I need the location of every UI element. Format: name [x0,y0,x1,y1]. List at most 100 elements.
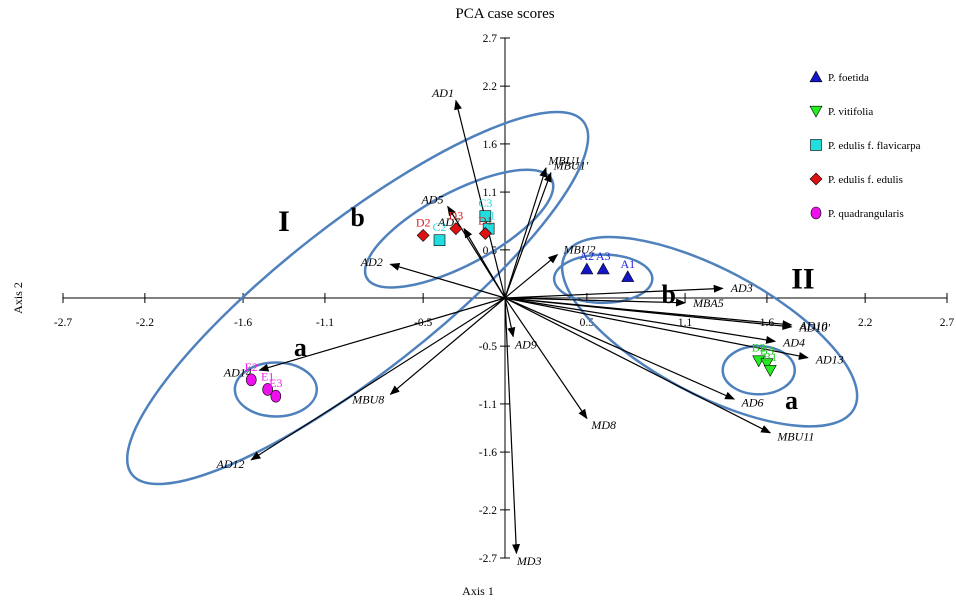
vector-label-ad12: AD12 [216,457,245,471]
cluster-ellipse [560,235,859,428]
vector-ad14 [258,297,506,372]
vector-label-md3: MD3 [516,554,542,568]
point-label-e1: E1 [261,369,274,383]
legend-entry-p-edulis-f-flavicarpa: P. edulis f. flavicarpa [828,140,921,152]
y-tick-label: -0.5 [479,341,497,353]
point-b3 [760,358,774,371]
vector-ad6 [504,297,736,400]
point-e3 [270,389,282,403]
point-label-d1: D1 [478,213,493,227]
vector-ad12 [250,297,506,461]
vector-mbu1 [504,171,552,299]
legend: P. foetida P. vitifolia P. edulis f. flavi… [809,70,921,220]
vector-label-md8: MD8 [590,418,616,432]
point-a2 [580,262,594,275]
vector-ad9 [504,297,516,338]
vector-ad7 [463,227,506,299]
y-axis-title: Axis 2 [11,282,25,314]
point-label-e3: E3 [269,376,282,390]
vector-md3 [504,297,521,555]
x-tick-label: -2.2 [136,317,154,329]
y-tick-label: 2.2 [483,81,498,93]
loading-vectors: AD1MBU1MBU1'AD5AD7AD2MBU2AD3MBA5AD10AD10… [216,86,844,568]
vector-label-mbu11: MBU11 [776,429,814,443]
point-label-c3: C3 [478,196,492,210]
legend-marker-p-edulis-f-flavicarpa [810,139,822,151]
y-tick-label: -1.1 [479,399,497,411]
point-label-d3: D3 [449,209,464,223]
legend-entry-p-foetida: P. foetida [828,72,869,84]
vector-label-ad13: AD13 [815,352,844,366]
x-tick-label: -0.5 [414,317,432,329]
point-label-b2: B2 [752,341,766,355]
point-d2 [416,228,430,242]
point-b1 [763,365,777,377]
x-tick-label: -2.7 [54,317,72,329]
point-c2 [433,234,446,247]
vector-label-ad9: AD9 [514,337,537,351]
point-e1 [262,383,273,396]
point-e2 [245,373,257,387]
vector-label-mbu1: MBU1 [547,153,580,167]
vector-ad10 [504,297,793,330]
vector-md8 [504,297,588,420]
point-label-c2: C2 [433,220,447,234]
vector-label-mbu1: MBU1' [553,158,589,172]
cluster-label-b: b [661,280,675,309]
axes: -2.7-2.2-1.6-1.1-0.50.51.11.62.22.72.72.… [54,33,955,565]
cluster-ellipse [233,361,318,418]
x-axis-title: Axis 1 [462,584,494,598]
vector-ad3 [504,284,724,299]
point-label-a3: A3 [596,249,611,263]
vector-mbu2 [504,254,559,299]
vector-label-ad2: AD2 [360,255,383,269]
cluster-label-b: b [350,203,364,232]
legend-entry-p-quadrangularis: P. quadrangularis [828,208,904,220]
vector-label-ad14: AD14 [223,365,252,379]
vector-label-ad3: AD3 [730,281,753,295]
point-d3 [449,222,463,236]
chart-title: PCA case scores [455,6,554,22]
legend-marker-p-quadrangularis [810,206,822,220]
vector-label-ad5: AD5 [420,193,443,207]
cluster-label-a: a [294,333,307,362]
vector-mbu11 [504,297,772,434]
point-label-d2: D2 [416,215,431,229]
vector-mbu1 [504,167,548,299]
cluster-ellipse [125,110,590,486]
point-label-b1: B1 [763,350,777,364]
point-label-e2: E2 [245,360,258,374]
cluster-label-ii: II [791,263,814,296]
vector-mba5 [504,297,687,307]
y-tick-label: -2.2 [479,505,497,517]
vector-ad4 [504,297,777,344]
x-tick-label: 2.2 [858,317,873,329]
point-a3 [596,262,610,275]
point-d1 [478,227,492,240]
legend-entry-p-vitifolia: P. vitifolia [828,106,873,118]
legend-marker-p-vitifolia [809,105,823,118]
vector-mbu8 [389,297,506,395]
vector-label-mbu2: MBU2 [563,243,596,257]
y-tick-label: -1.6 [479,447,497,459]
point-label-b3: B3 [760,343,774,357]
vector-ad1 [454,99,506,299]
y-tick-label: 2.7 [483,33,498,45]
y-tick-label: -2.7 [479,553,497,565]
legend-marker-p-foetida [809,70,823,83]
vector-label-ad6: AD6 [740,395,763,409]
vector-ad2 [389,262,506,299]
vector-label-ad10: AD10' [798,321,830,335]
legend-marker-p-edulis-f-edulis [809,172,823,186]
vector-label-ad1: AD1 [431,86,454,100]
y-tick-label: 1.1 [483,187,498,199]
x-tick-label: -1.6 [234,317,252,329]
point-label-c1: C1 [482,209,496,223]
vector-label-mbu8: MBU8 [351,392,384,406]
point-label-a2: A2 [580,249,595,263]
cluster-ellipse [552,253,654,305]
vector-label-ad4: AD4 [782,336,805,350]
